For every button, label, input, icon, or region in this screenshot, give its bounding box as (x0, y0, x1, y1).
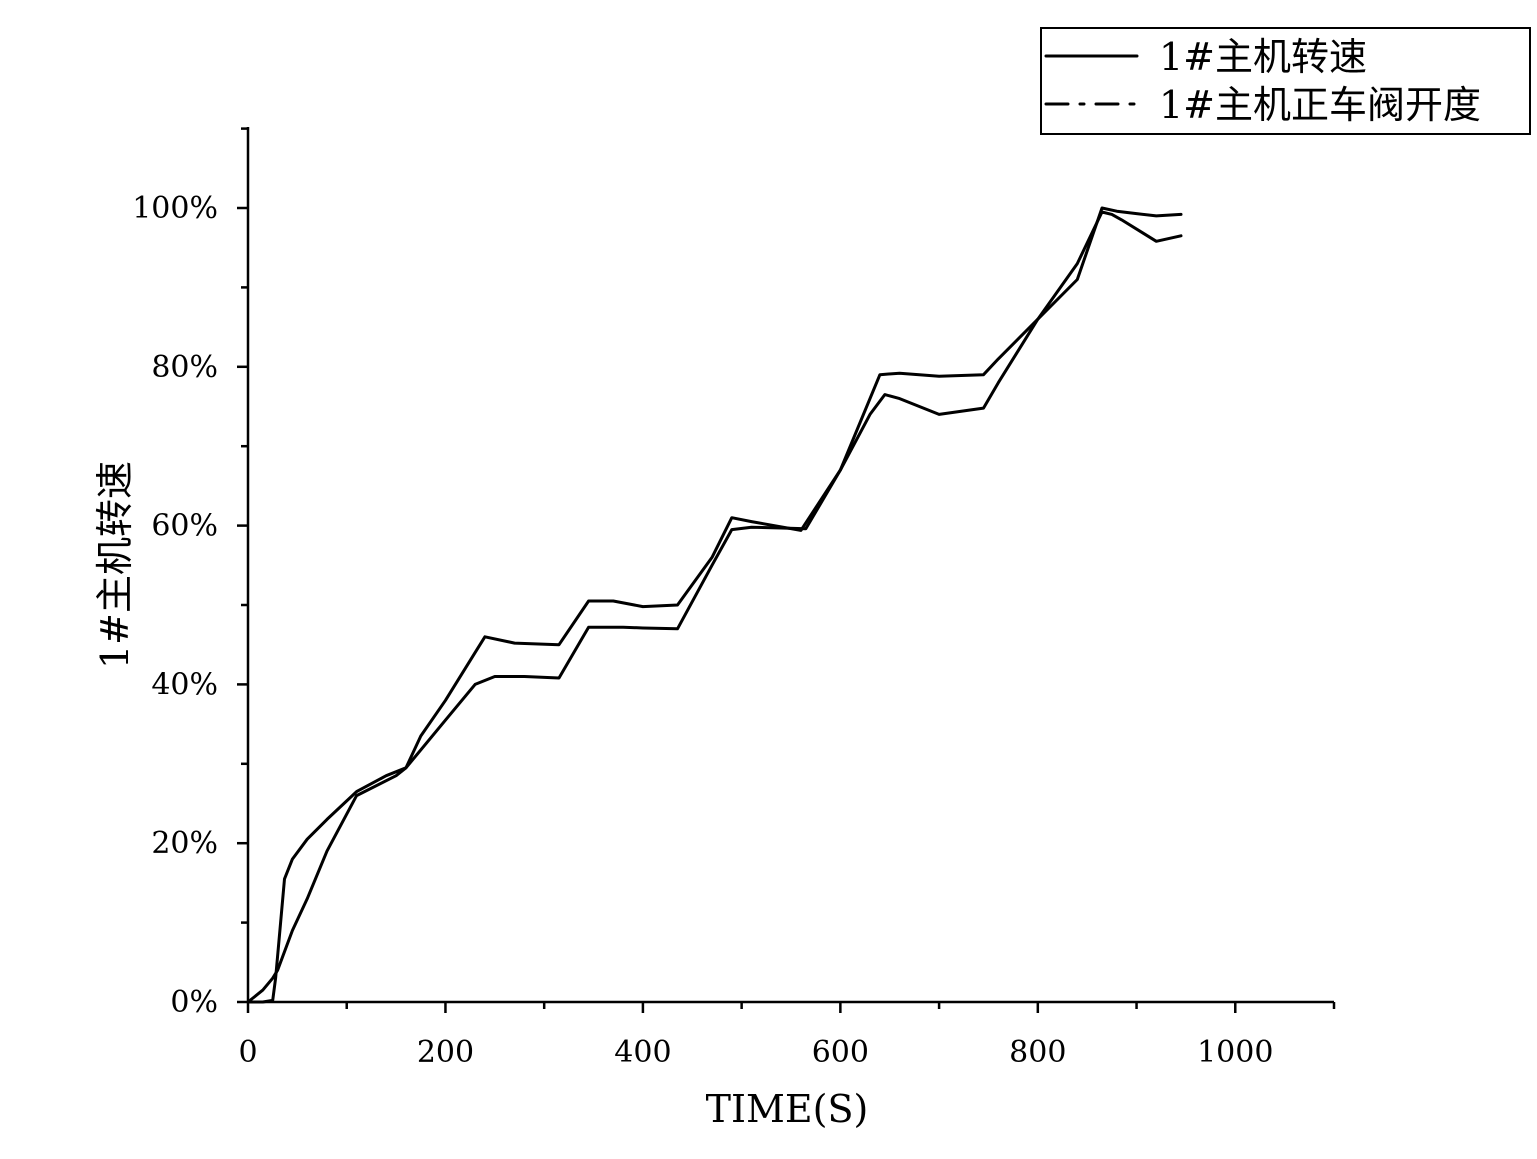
y-tick-label: 20% (151, 826, 218, 861)
y-tick-label: 60% (151, 509, 218, 544)
x-tick-label: 200 (417, 1035, 474, 1070)
x-axis-title: TIME(S) (706, 1087, 869, 1131)
series-line-valve (246, 206, 1183, 1004)
legend-label-valve: 1#主机正车阀开度 (1159, 83, 1481, 127)
legend-label-speed: 1#主机转速 (1159, 35, 1367, 79)
y-ticks: 0% 20% 40% 60% 80% 100% (132, 127, 248, 1020)
x-tick-label: 400 (614, 1035, 671, 1070)
y-tick-label: 40% (151, 667, 218, 702)
x-tick-label: 1000 (1197, 1035, 1273, 1070)
y-tick-label: 80% (151, 350, 218, 385)
y-tick-label: 100% (132, 191, 218, 226)
y-tick-label: 0% (170, 985, 218, 1020)
legend-box (1040, 27, 1531, 135)
x-ticks: 0 200 400 600 800 1000 (238, 1002, 1336, 1070)
legend: 1#主机转速 1#主机正车阀开度 (1040, 27, 1531, 135)
series-line-speed (246, 210, 1183, 1004)
x-tick-label: 600 (812, 1035, 869, 1070)
y-axis-title: 1#主机转速 (93, 461, 137, 669)
x-tick-label: 0 (238, 1035, 257, 1070)
x-tick-label: 800 (1009, 1035, 1066, 1070)
